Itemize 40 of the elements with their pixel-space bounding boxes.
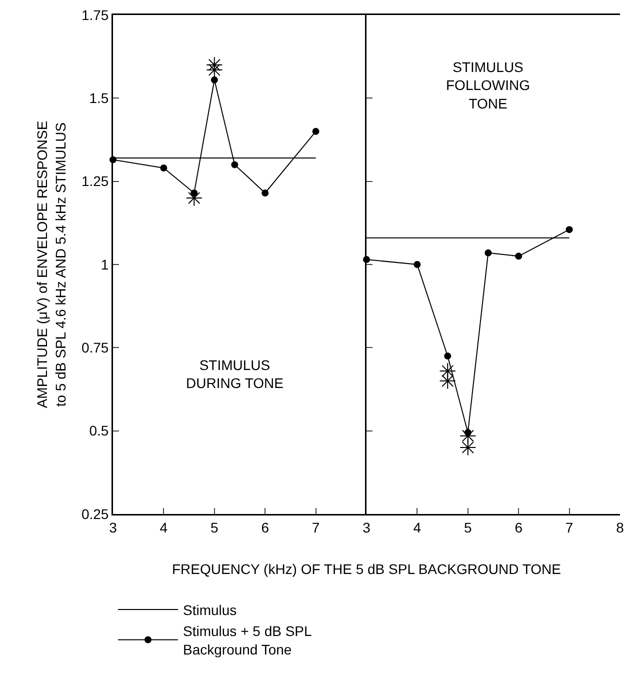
point — [444, 352, 452, 360]
y-tick-label: 1.75 — [81, 6, 109, 23]
x-tick-label: 3 — [362, 519, 371, 536]
y-axis-title: AMPLITUDE (μV) of ENVELOPE RESPONSE to 5 dB SPL 4.6 kHz AND 5.4 kHz STIMULUS — [34, 120, 68, 408]
y-tick-label: 1.5 — [89, 90, 109, 106]
y-tick-label: 0.5 — [89, 422, 109, 439]
point — [439, 372, 456, 390]
x-tick-label: 5 — [210, 519, 218, 536]
x-tick-label: 3 — [109, 519, 118, 536]
legend-label: Stimulus + 5 dB SPL Background Tone — [183, 623, 312, 658]
annotation: STIMULUS FOLLOWING TONE — [446, 59, 530, 112]
point — [515, 252, 522, 260]
x-tick-label: 5 — [464, 519, 472, 536]
point — [439, 362, 456, 380]
y-tick-label: 0.25 — [81, 506, 109, 522]
y-tick-label: 1.25 — [81, 173, 109, 190]
x-tick-label: 8 — [616, 519, 624, 536]
point — [206, 62, 223, 78]
point — [206, 56, 223, 74]
point — [566, 226, 573, 234]
x-tick-label: 6 — [514, 519, 523, 536]
x-tick-label: 7 — [565, 519, 574, 536]
x-axis-title: FREQUENCY (kHz) OF THE 5 dB SPL BACKGROUND TONE — [172, 561, 561, 577]
x-tick-label: 6 — [261, 519, 270, 536]
point — [312, 128, 320, 135]
point — [210, 76, 218, 84]
x-tick-label: 7 — [312, 519, 320, 536]
point — [262, 189, 269, 196]
point — [414, 261, 421, 268]
y-tick-label: 1 — [100, 256, 109, 272]
x-tick-label: 4 — [413, 519, 422, 536]
point — [460, 428, 476, 444]
point — [484, 249, 492, 256]
point — [460, 439, 476, 456]
x-tick-label: 4 — [160, 519, 168, 536]
y-tick-label: 0.75 — [81, 340, 109, 356]
legend-label: Stimulus — [183, 602, 237, 618]
point — [160, 164, 168, 172]
annotation: STIMULUS DURING TONE — [186, 357, 284, 392]
point — [231, 161, 238, 168]
